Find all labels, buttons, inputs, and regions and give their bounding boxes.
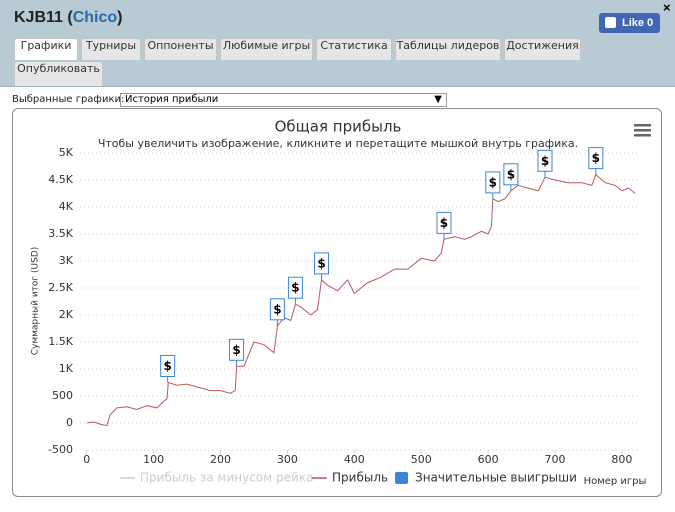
tab[interactable]: Достижения <box>504 38 581 60</box>
menu-button[interactable] <box>634 124 651 137</box>
legend-label: Значительные выигрыши <box>415 471 577 485</box>
legend-label: Прибыль <box>332 471 388 485</box>
like-button[interactable]: Like 0 <box>599 13 660 33</box>
flag-box <box>588 147 604 170</box>
x-tick-label: 0 <box>83 453 90 466</box>
flag: $ <box>269 298 285 326</box>
flag-box <box>160 355 176 377</box>
flag-box <box>503 163 519 186</box>
like-text: Like <box>622 17 645 29</box>
flag-label: $ <box>291 281 299 295</box>
y-tick-label: 3K <box>59 254 74 267</box>
y-axis-label: Суммарный итог (USD) <box>31 247 41 356</box>
flag-label: $ <box>440 216 448 230</box>
y-tick-label: 4K <box>59 200 74 213</box>
close-button[interactable]: × <box>663 0 671 15</box>
y-tick-label: 0 <box>66 416 73 429</box>
y-tick-label: 500 <box>52 389 73 402</box>
chart-subtitle: Чтобы увеличить изображение, кликните и … <box>98 137 578 150</box>
flag-box <box>269 298 285 321</box>
tab[interactable]: Таблицы лидеров <box>395 38 501 60</box>
like-icon <box>605 17 616 28</box>
flag-label: $ <box>317 256 325 270</box>
title-name: KJB11 ( <box>14 9 73 26</box>
selector-arrow: ▼ <box>434 94 442 105</box>
tab[interactable]: Статистика <box>316 38 392 60</box>
flag-label: $ <box>232 343 240 357</box>
x-tick-label: 200 <box>210 453 231 466</box>
tab[interactable]: Графики <box>14 38 78 60</box>
y-tick-label: 5K <box>59 146 74 159</box>
like-count: 0 <box>647 17 654 29</box>
flag: $ <box>537 149 553 178</box>
menu-bar <box>634 124 651 127</box>
y-tick-label: -500 <box>48 443 73 456</box>
flag-label: $ <box>541 154 549 168</box>
flag-label: $ <box>507 167 515 181</box>
legend-label: Прибыль за минусом рейка <box>140 471 313 485</box>
y-tick-label: 2.5K <box>48 281 73 294</box>
legend-item[interactable]: Прибыль за минусом рейка <box>120 471 313 485</box>
tab[interactable]: Оппоненты <box>144 38 217 60</box>
flag: $ <box>287 276 303 305</box>
flag-box <box>485 171 501 194</box>
selector-value: История прибыли <box>125 94 219 105</box>
menu-bar <box>634 129 651 132</box>
header-bar: KJB11 (Chico) Like 0 × Графики Турниры Оп… <box>0 0 675 87</box>
player-link[interactable]: Chico <box>72 9 118 26</box>
flag-box <box>314 252 330 275</box>
chart-title: Общая прибыль <box>275 118 402 136</box>
x-tick-label: 700 <box>545 453 566 466</box>
y-tick-label: 1.5K <box>48 335 73 348</box>
chart-selector[interactable]: История прибыли ▼ <box>120 93 447 107</box>
flag: $ <box>160 355 176 383</box>
flag: $ <box>588 147 604 175</box>
title-close: ) <box>117 9 123 26</box>
flag: $ <box>229 338 245 367</box>
flag-label: $ <box>592 151 600 165</box>
x-tick-label: 800 <box>611 453 632 466</box>
flag-label: $ <box>273 302 281 316</box>
selector-label: Выбранные графики: <box>12 94 125 105</box>
profit-line <box>86 173 636 427</box>
chart-frame <box>12 108 662 497</box>
y-tick-label: 4.5K <box>48 173 73 186</box>
x-tick-label: 300 <box>277 453 298 466</box>
flag-box <box>537 149 553 172</box>
flag-box <box>436 211 452 234</box>
x-tick-label: 600 <box>478 453 499 466</box>
y-tick-label: 3.5K <box>48 227 73 240</box>
y-tick-label: 1K <box>59 362 74 375</box>
flag-label: $ <box>163 359 171 373</box>
x-tick-label: 500 <box>411 453 432 466</box>
flag-box <box>287 276 303 299</box>
flag: $ <box>503 163 519 191</box>
flag: $ <box>485 171 501 199</box>
legend-item[interactable]: Прибыль <box>312 471 388 485</box>
y-tick-label: 2K <box>59 308 74 321</box>
flag-box <box>229 338 245 361</box>
page-title: KJB11 (Chico) <box>14 9 122 27</box>
x-axis-label: Номер игры <box>584 476 647 487</box>
x-tick-label: 100 <box>143 453 164 466</box>
tab[interactable]: Любимые игры <box>220 38 313 60</box>
menu-bar <box>634 134 651 137</box>
flag-label: $ <box>489 175 497 189</box>
flag: $ <box>436 211 452 240</box>
flag: $ <box>314 252 330 280</box>
legend-item[interactable]: Значительные выигрыши <box>395 471 577 485</box>
tab[interactable]: Опубликовать <box>14 61 103 86</box>
legend-symbol <box>395 472 408 484</box>
tab[interactable]: Турниры <box>81 38 141 60</box>
x-tick-label: 400 <box>344 453 365 466</box>
